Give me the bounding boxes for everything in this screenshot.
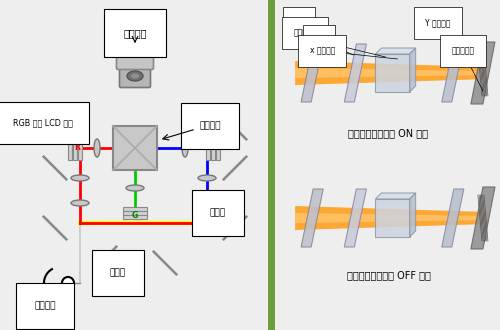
Text: G: G <box>132 211 138 219</box>
Text: 光源: 光源 <box>294 18 304 27</box>
Ellipse shape <box>198 175 216 181</box>
Polygon shape <box>410 193 416 237</box>
Text: 白色光源: 白色光源 <box>34 302 56 311</box>
Polygon shape <box>410 48 416 92</box>
FancyBboxPatch shape <box>376 54 410 92</box>
Text: 液晶面板像素调光 OFF 状态: 液晶面板像素调光 OFF 状态 <box>346 270 430 280</box>
FancyBboxPatch shape <box>68 136 72 160</box>
Text: 液晶: 液晶 <box>314 37 324 46</box>
FancyBboxPatch shape <box>72 136 78 160</box>
Text: 分色棱镜: 分色棱镜 <box>199 121 221 130</box>
Polygon shape <box>344 189 366 247</box>
Ellipse shape <box>182 139 188 157</box>
Polygon shape <box>301 44 323 102</box>
Text: 分色镜: 分色镜 <box>110 269 126 278</box>
Ellipse shape <box>71 175 89 181</box>
Text: 投影镜头: 投影镜头 <box>123 28 147 38</box>
Polygon shape <box>295 206 488 230</box>
Ellipse shape <box>71 200 89 206</box>
Polygon shape <box>442 44 464 102</box>
FancyBboxPatch shape <box>116 49 154 70</box>
Polygon shape <box>295 68 488 78</box>
Polygon shape <box>301 189 323 247</box>
Ellipse shape <box>126 185 144 191</box>
FancyBboxPatch shape <box>206 136 210 160</box>
FancyBboxPatch shape <box>122 211 148 215</box>
FancyBboxPatch shape <box>122 207 148 211</box>
Text: 液晶面板像素调光 ON 状态: 液晶面板像素调光 ON 状态 <box>348 128 428 138</box>
Ellipse shape <box>127 71 143 81</box>
Ellipse shape <box>131 74 139 79</box>
Text: 垂直偏光片: 垂直偏光片 <box>452 47 474 55</box>
Polygon shape <box>471 42 495 104</box>
Polygon shape <box>376 48 416 54</box>
Text: Y 透明电极: Y 透明电极 <box>425 18 450 27</box>
FancyBboxPatch shape <box>210 136 216 160</box>
Ellipse shape <box>62 277 74 289</box>
Polygon shape <box>471 187 495 249</box>
Polygon shape <box>344 44 366 102</box>
Text: B: B <box>212 144 218 152</box>
Polygon shape <box>295 61 488 85</box>
FancyBboxPatch shape <box>113 126 157 170</box>
Text: RGB 三块 LCD 面板: RGB 三块 LCD 面板 <box>13 118 73 127</box>
FancyBboxPatch shape <box>120 64 150 87</box>
FancyBboxPatch shape <box>376 199 410 237</box>
FancyBboxPatch shape <box>122 215 148 219</box>
Polygon shape <box>442 189 464 247</box>
Text: R: R <box>74 144 80 152</box>
Text: 水平偏光片: 水平偏光片 <box>294 28 316 38</box>
Polygon shape <box>295 213 488 223</box>
Text: x 透明电极: x 透明电极 <box>310 47 335 55</box>
FancyBboxPatch shape <box>78 136 82 160</box>
Polygon shape <box>376 193 416 199</box>
FancyBboxPatch shape <box>216 136 220 160</box>
Ellipse shape <box>94 139 100 157</box>
Text: 分色镜: 分色镜 <box>210 209 226 217</box>
